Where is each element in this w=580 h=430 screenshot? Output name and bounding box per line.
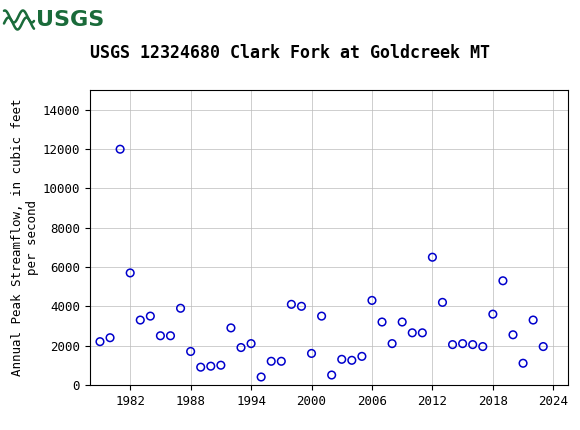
Point: [287, 301, 296, 308]
Point: [297, 303, 306, 310]
Point: [146, 313, 155, 319]
Point: [508, 332, 517, 338]
Point: [307, 350, 316, 357]
Point: [539, 343, 548, 350]
Point: [115, 146, 125, 153]
Point: [528, 316, 538, 323]
Y-axis label: Annual Peak Streamflow, in cubic feet
per second: Annual Peak Streamflow, in cubic feet pe…: [10, 99, 38, 376]
Point: [196, 364, 205, 371]
Point: [428, 254, 437, 261]
Bar: [2, 2, 112, 38]
Point: [95, 338, 104, 345]
Point: [387, 340, 397, 347]
Point: [418, 329, 427, 336]
Point: [478, 343, 487, 350]
Point: [468, 341, 477, 348]
Point: [186, 348, 195, 355]
Point: [337, 356, 346, 363]
Point: [106, 334, 115, 341]
Point: [317, 313, 326, 319]
Point: [206, 363, 215, 370]
Point: [519, 360, 528, 367]
Text: USGS: USGS: [36, 10, 104, 30]
Point: [488, 311, 498, 318]
Point: [226, 325, 235, 332]
Point: [277, 358, 286, 365]
Point: [498, 277, 508, 284]
Point: [216, 362, 226, 369]
Point: [408, 329, 417, 336]
Point: [246, 340, 256, 347]
Point: [347, 357, 357, 364]
Point: [397, 319, 407, 326]
Point: [237, 344, 246, 351]
Point: [125, 270, 135, 276]
Point: [367, 297, 376, 304]
Point: [327, 372, 336, 378]
Point: [458, 340, 467, 347]
Point: [378, 319, 387, 326]
Point: [448, 341, 457, 348]
Point: [267, 358, 276, 365]
Point: [357, 353, 367, 360]
Point: [438, 299, 447, 306]
Point: [166, 332, 175, 339]
Point: [156, 332, 165, 339]
Point: [256, 374, 266, 381]
Point: [136, 316, 145, 323]
Text: USGS 12324680 Clark Fork at Goldcreek MT: USGS 12324680 Clark Fork at Goldcreek MT: [90, 44, 490, 62]
Point: [176, 305, 185, 312]
